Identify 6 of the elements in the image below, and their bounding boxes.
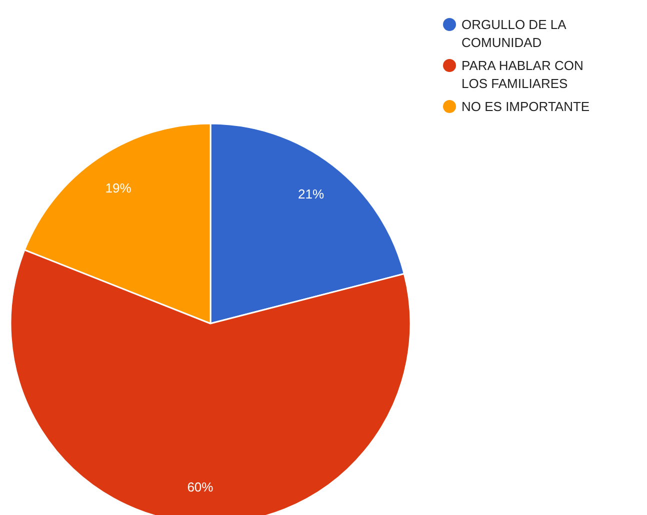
data-label: 60% xyxy=(187,480,214,495)
data-label: 19% xyxy=(105,180,132,196)
data-label: 21% xyxy=(298,186,324,202)
legend-label: NO ES IMPORTANTE xyxy=(462,99,590,114)
legend-label: ORGULLO DE LA COMUNIDAD xyxy=(462,17,567,50)
legend-label: PARA HABLAR CON LOS FAMILIARES xyxy=(462,58,584,91)
